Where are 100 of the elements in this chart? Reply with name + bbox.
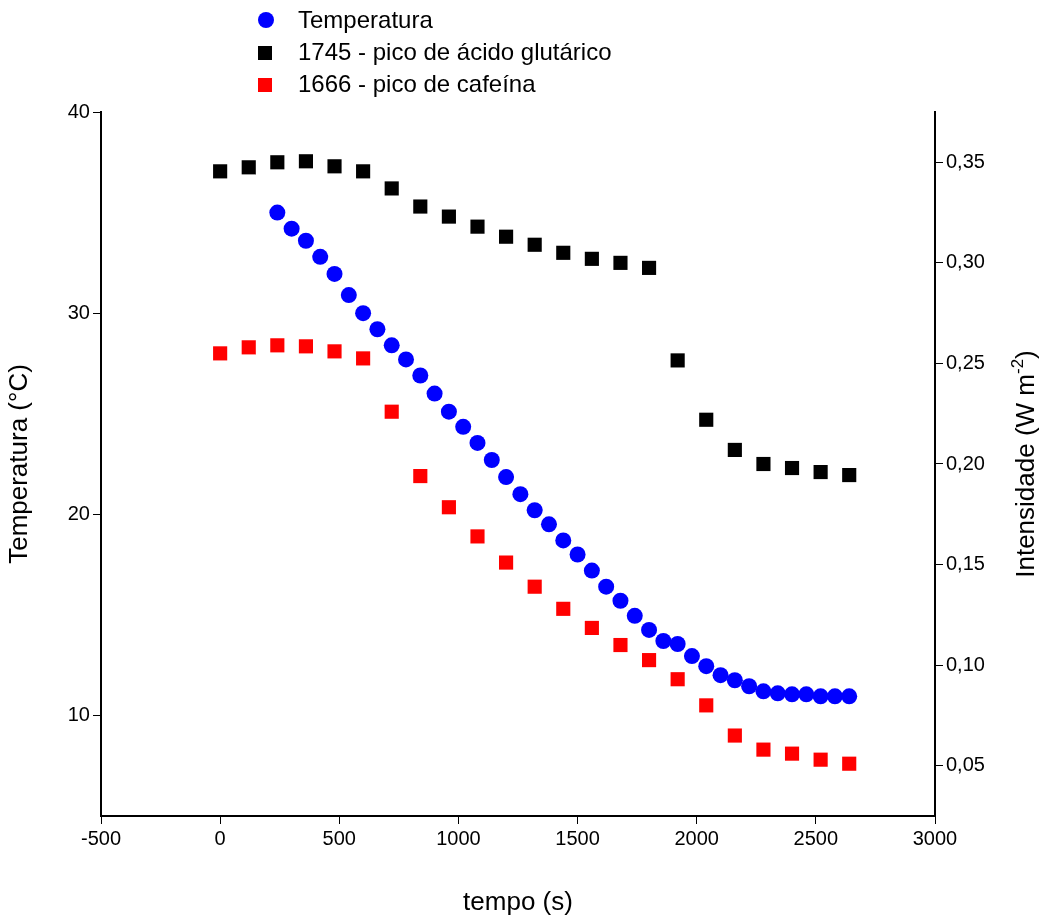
legend-label: 1666 - pico de cafeína — [298, 70, 536, 98]
point — [669, 636, 686, 653]
point — [498, 469, 515, 486]
y2-tick-label: 0,05 — [946, 753, 985, 776]
point — [269, 204, 286, 221]
point — [812, 688, 829, 705]
x-tick-label: 2500 — [793, 826, 839, 849]
point — [356, 351, 371, 366]
point — [626, 607, 643, 624]
point — [755, 683, 772, 700]
point — [483, 451, 500, 468]
point — [383, 337, 400, 354]
point — [527, 579, 542, 594]
point — [499, 229, 514, 244]
point — [455, 418, 472, 435]
point — [813, 752, 828, 767]
point — [312, 248, 329, 265]
point — [412, 367, 429, 384]
point — [470, 529, 485, 544]
x-tick-label: 1000 — [436, 826, 481, 849]
point — [712, 667, 729, 684]
point — [470, 219, 485, 234]
point — [340, 287, 357, 304]
point — [540, 516, 557, 533]
point — [641, 653, 657, 668]
point — [598, 578, 615, 595]
y2-tick-label: 0,30 — [946, 250, 985, 273]
point — [826, 688, 843, 705]
point — [512, 486, 529, 503]
point — [469, 434, 486, 451]
point — [683, 648, 700, 665]
point — [584, 251, 599, 266]
y-tick-label: 40 — [67, 99, 90, 122]
point — [526, 502, 543, 519]
point — [842, 467, 857, 483]
x-tick-label: 2000 — [674, 826, 719, 849]
point — [655, 633, 672, 650]
point — [327, 159, 342, 174]
point — [756, 742, 771, 757]
point — [413, 199, 428, 214]
x-tick-label: -500 — [80, 826, 122, 849]
point — [413, 469, 428, 484]
point — [613, 637, 628, 653]
point — [641, 621, 658, 638]
point — [270, 155, 285, 170]
y-tick-label: 20 — [67, 501, 90, 524]
point — [670, 353, 685, 368]
point — [426, 385, 443, 402]
point — [213, 346, 228, 361]
x-tick-label: 1500 — [555, 826, 600, 849]
x-axis-title: tempo (s) — [463, 885, 573, 916]
y2-tick-label: 0,15 — [946, 552, 985, 575]
point — [699, 698, 714, 713]
point — [583, 562, 600, 579]
y2-axis-title: Intensidade (W m-2) — [1008, 350, 1040, 578]
y-tick-label: 30 — [67, 300, 90, 323]
point — [784, 686, 801, 703]
point — [698, 658, 715, 675]
point — [327, 344, 342, 359]
point — [784, 460, 800, 476]
point — [556, 245, 571, 260]
point — [441, 209, 456, 224]
point — [569, 546, 586, 563]
point — [241, 160, 256, 175]
point — [555, 532, 572, 549]
point — [270, 338, 285, 353]
point — [842, 756, 857, 771]
point — [355, 305, 372, 322]
point — [741, 678, 758, 695]
y2-tick-label: 0,10 — [946, 652, 985, 675]
y2-tick-label: 0,35 — [946, 149, 985, 172]
point — [398, 351, 415, 368]
point — [326, 265, 343, 282]
point — [283, 220, 300, 237]
point — [769, 685, 786, 702]
point — [527, 237, 542, 252]
x-tick-label: 0 — [214, 826, 226, 849]
point — [756, 456, 771, 472]
point — [841, 688, 858, 705]
point — [441, 500, 456, 515]
point — [298, 339, 313, 354]
point — [670, 672, 685, 687]
point — [297, 232, 314, 249]
legend-label: Temperatura — [298, 6, 433, 34]
point — [784, 746, 800, 761]
y-axis-title: Temperatura (°C) — [2, 364, 33, 564]
point — [356, 164, 371, 179]
point — [813, 464, 828, 480]
point — [499, 555, 514, 570]
point — [241, 340, 256, 355]
x-tick-label: 500 — [322, 826, 356, 849]
point — [556, 601, 571, 616]
point — [641, 260, 657, 275]
y2-tick-label: 0,25 — [946, 350, 985, 373]
point — [798, 686, 815, 703]
x-tick-label: 3000 — [912, 826, 958, 849]
point — [699, 412, 714, 427]
point — [584, 620, 599, 635]
point — [384, 181, 399, 196]
point — [213, 164, 228, 179]
